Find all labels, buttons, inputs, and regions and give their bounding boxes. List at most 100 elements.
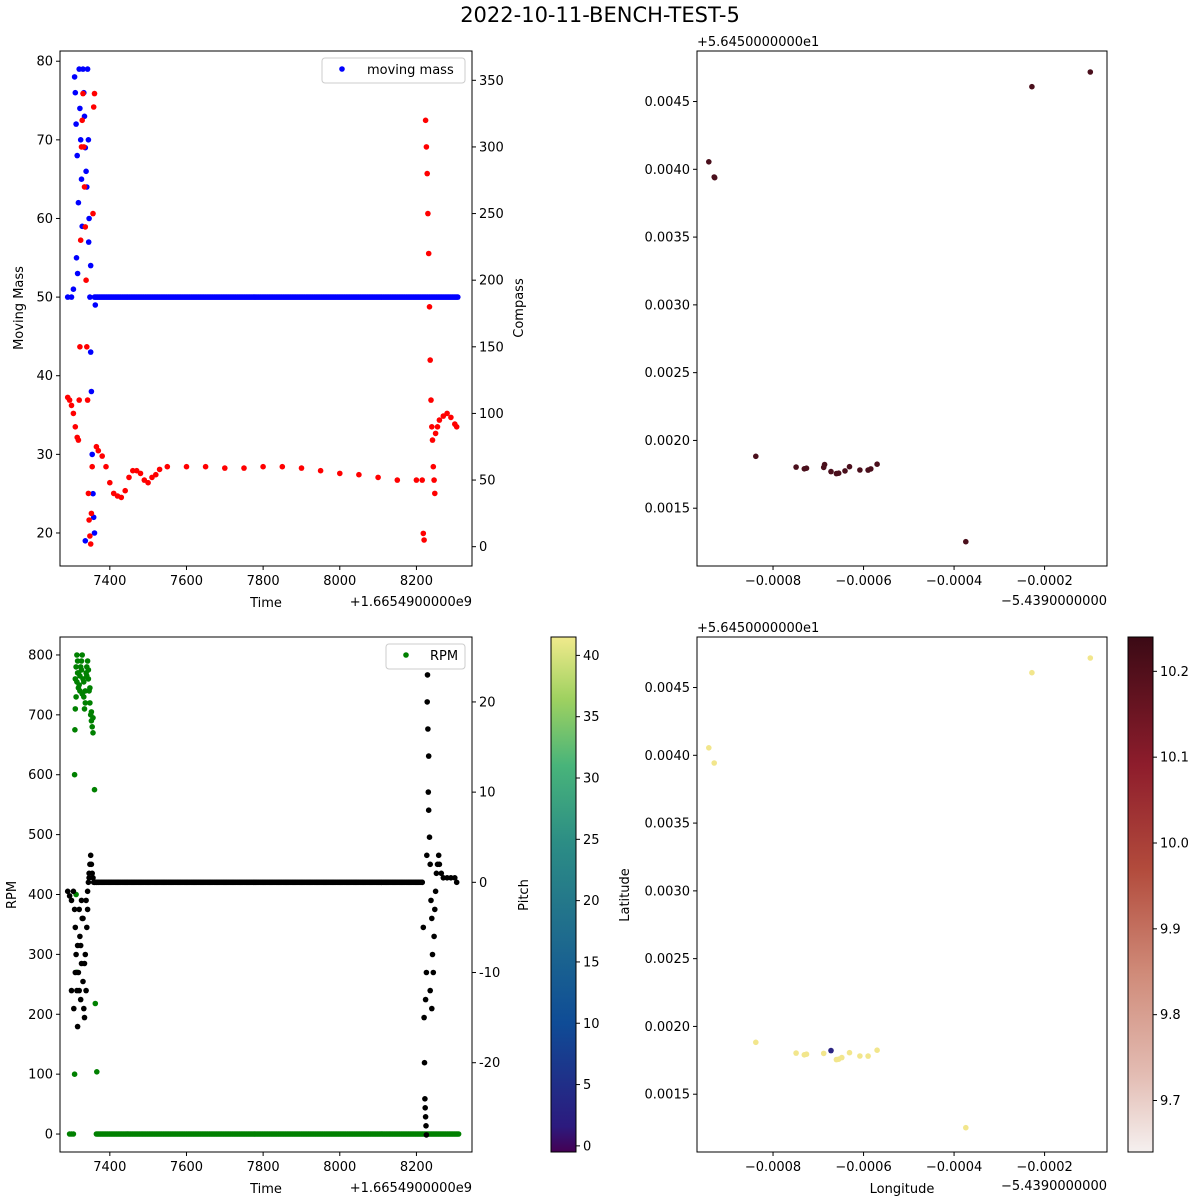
compass-point — [95, 447, 102, 454]
compass-point — [356, 471, 362, 478]
rpm-point — [77, 673, 83, 679]
track-point — [874, 1047, 880, 1053]
y-tick-label: 300 — [28, 948, 53, 963]
rpm-point — [72, 706, 79, 712]
pitch-point — [429, 951, 436, 958]
compass-point — [88, 510, 95, 517]
pitch-point — [428, 897, 434, 904]
track-point — [711, 760, 717, 766]
pitch-point — [448, 875, 454, 881]
pitch-point — [66, 893, 73, 899]
y-tick-label: 20 — [583, 894, 600, 909]
pitch-point — [71, 906, 78, 913]
pitch-point — [72, 969, 79, 976]
compass-point — [80, 90, 86, 97]
x-axis-ticks: 7400 7600 7800 8000 8200 — [93, 1152, 433, 1175]
rpm-point — [81, 706, 88, 712]
pitch-point — [72, 924, 79, 931]
rpm-point — [70, 1131, 77, 1137]
compass-point — [430, 463, 437, 470]
y-tick-label: 10.2 — [1160, 665, 1189, 680]
pitch-point — [70, 888, 77, 895]
rpm-point — [73, 694, 79, 700]
pitch-point — [88, 861, 95, 868]
y-tick-label: 0.0035 — [645, 231, 691, 246]
track-point — [793, 464, 799, 470]
y-offset-label: +5.6450000000e1 — [697, 35, 819, 50]
moving-mass-point — [77, 137, 84, 143]
moving-mass-point — [83, 168, 89, 175]
moving-mass-point — [87, 262, 94, 269]
y-tick-label: -10 — [479, 966, 500, 981]
subplot-frame — [696, 636, 1108, 1153]
track-point — [793, 1050, 799, 1056]
moving-mass-point — [73, 121, 79, 127]
compass-point — [426, 304, 433, 310]
pitch-point — [432, 888, 439, 895]
rpm-point — [89, 724, 95, 730]
rpm-point — [87, 685, 93, 691]
y-tick-label: 9.9 — [1160, 922, 1181, 937]
pitch-point — [83, 897, 89, 904]
compass-point — [85, 490, 92, 497]
x-tick-label: −0.0008 — [745, 574, 801, 589]
pitch-point — [429, 915, 435, 922]
moving-mass-point — [73, 254, 80, 261]
track-point — [846, 463, 853, 470]
pitch-point — [422, 1114, 429, 1120]
track-point — [874, 461, 880, 468]
compass-point — [428, 397, 434, 403]
pitch-point — [77, 996, 84, 1003]
moving-mass-point — [71, 74, 78, 80]
track-colorbar: 9.7 9.8 9.9 10.0 10.1 10.2 — [1127, 636, 1189, 1153]
moving-mass-compass-points — [64, 66, 461, 547]
rpm-point — [75, 685, 82, 691]
y-tick-label: 10.1 — [1160, 751, 1189, 766]
x-tick-label: −0.0004 — [926, 574, 982, 589]
x-tick-label: −0.0008 — [745, 1160, 801, 1175]
legend: RPM — [385, 643, 466, 670]
x-tick-label: 7800 — [247, 1160, 280, 1175]
pitch-point — [422, 1096, 428, 1102]
pitch-point — [89, 870, 95, 877]
x-offset-label: −5.4390000000 — [1001, 594, 1107, 609]
track-point — [857, 1053, 863, 1059]
track-point — [820, 1050, 827, 1057]
compass-point — [82, 224, 89, 230]
track-point — [1087, 655, 1094, 661]
compass-point — [436, 417, 443, 423]
colorbar-gradient — [550, 636, 577, 1153]
rpm-point — [79, 691, 85, 697]
rpm-point — [78, 667, 85, 673]
subplot-frame — [696, 50, 1108, 567]
compass-point — [68, 402, 75, 409]
pitch-point — [68, 897, 75, 904]
compass-point — [99, 453, 105, 459]
y-tick-label: 0.0025 — [645, 952, 691, 967]
moving-mass-point — [84, 66, 91, 72]
track-point — [839, 1054, 845, 1061]
compass-point — [122, 487, 128, 494]
compass-point — [91, 90, 98, 97]
compass-point — [425, 250, 432, 257]
longitude-axis-ticks: −0.0008 −0.0006 −0.0004 −0.0002 — [745, 566, 1073, 589]
x-tick-label: −0.0002 — [1016, 574, 1072, 589]
pitch-point — [86, 875, 92, 881]
moving-mass-point — [85, 137, 92, 143]
figure-title: 2022-10-11-BENCH-TEST-5 — [460, 3, 740, 27]
pitch-point — [81, 960, 88, 967]
rpm-point — [71, 1071, 78, 1077]
pitch-point — [425, 807, 432, 813]
x-axis-label: Time — [249, 1182, 282, 1197]
pitch-point — [424, 852, 430, 859]
track-point — [803, 465, 810, 472]
moving-mass-point — [455, 294, 461, 300]
x-tick-label: 7800 — [247, 574, 280, 589]
y-tick-label: 0.0015 — [645, 502, 691, 517]
pitch-point — [81, 1014, 88, 1021]
x-tick-label: 7400 — [93, 1160, 126, 1175]
pitch-point — [64, 888, 71, 895]
pitch-point — [84, 906, 91, 913]
rpm-point — [91, 786, 98, 793]
